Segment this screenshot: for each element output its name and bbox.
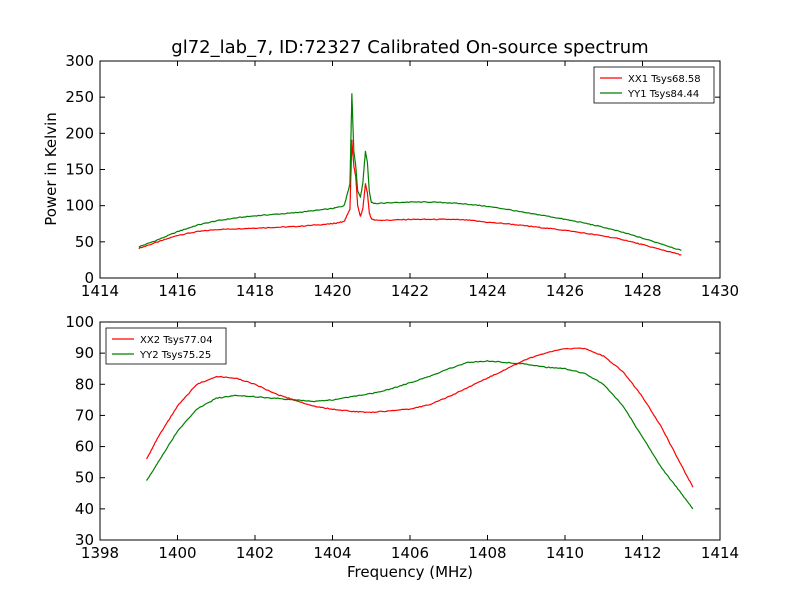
series-line-0-0 bbox=[138, 139, 682, 256]
legend: XX1 Tsys68.58 YY1 Tsys84.44 bbox=[593, 66, 715, 104]
legend-label: YY1 Tsys84.44 bbox=[627, 89, 699, 100]
legend: XX2 Tsys77.04 YY2 Tsys75.25 bbox=[105, 327, 227, 365]
top-plot: 1414 1416 1418 1420 1422 1424 1426 1428 1430 0 50 1… bbox=[65, 52, 739, 300]
x-tick-label: 1418 bbox=[236, 282, 274, 300]
x-tick-label: 1410 bbox=[546, 544, 584, 562]
x-tick-label: 1428 bbox=[623, 282, 661, 300]
chart-title: gl72_lab_7, ID:72327 Calibrated On-sourc… bbox=[171, 37, 648, 58]
y-tick-label: 150 bbox=[65, 161, 94, 179]
y-tick-label: 70 bbox=[75, 406, 94, 424]
y-tick-label: 100 bbox=[65, 313, 94, 331]
x-tick-label: 1426 bbox=[546, 282, 584, 300]
x-tick-label: 1414 bbox=[701, 544, 739, 562]
y-tick-label: 60 bbox=[75, 438, 94, 456]
y-tick-label: 100 bbox=[65, 197, 94, 215]
x-tick-label: 1406 bbox=[391, 544, 429, 562]
legend-label: XX2 Tsys77.04 bbox=[140, 335, 213, 346]
y-tick-label: 250 bbox=[65, 88, 94, 106]
legend-box bbox=[593, 66, 715, 104]
series-line-1-1 bbox=[146, 360, 694, 510]
legend-box bbox=[105, 327, 227, 365]
x-tick-label: 1412 bbox=[623, 544, 661, 562]
y-tick-label: 300 bbox=[65, 52, 94, 70]
y-tick-label: 30 bbox=[75, 531, 94, 549]
x-tick-label: 1430 bbox=[701, 282, 739, 300]
series-line-0-1 bbox=[138, 93, 682, 252]
legend-label: YY2 Tsys75.25 bbox=[139, 350, 211, 361]
x-tick-label: 1414 bbox=[81, 282, 119, 300]
x-tick-label: 1416 bbox=[158, 282, 196, 300]
x-tick-label: 1408 bbox=[468, 544, 506, 562]
legend-label: XX1 Tsys68.58 bbox=[628, 74, 701, 85]
y-tick-label: 50 bbox=[75, 233, 94, 251]
x-tick-label: 1398 bbox=[81, 544, 119, 562]
series-line-1-0 bbox=[145, 347, 694, 488]
x-tick-label: 1420 bbox=[313, 282, 351, 300]
x-tick-label: 1400 bbox=[158, 544, 196, 562]
y-tick-label: 90 bbox=[75, 344, 94, 362]
y-tick-label: 50 bbox=[75, 469, 94, 487]
bottom-plot: 1398 1400 1402 1404 1406 1408 1410 1412 1414 30 40… bbox=[65, 313, 739, 562]
y-tick-label: 80 bbox=[75, 375, 94, 393]
y-tick-label: 0 bbox=[84, 269, 94, 287]
x-tick-label: 1404 bbox=[313, 544, 351, 562]
y-tick-label: 40 bbox=[75, 500, 94, 518]
x-tick-label: 1422 bbox=[391, 282, 429, 300]
x-tick-label: 1402 bbox=[236, 544, 274, 562]
x-tick-label: 1424 bbox=[468, 282, 506, 300]
y-axis-label: Power in Kelvin bbox=[42, 112, 60, 226]
y-tick-label: 200 bbox=[65, 124, 94, 142]
x-axis-label: Frequency (MHz) bbox=[347, 563, 473, 581]
